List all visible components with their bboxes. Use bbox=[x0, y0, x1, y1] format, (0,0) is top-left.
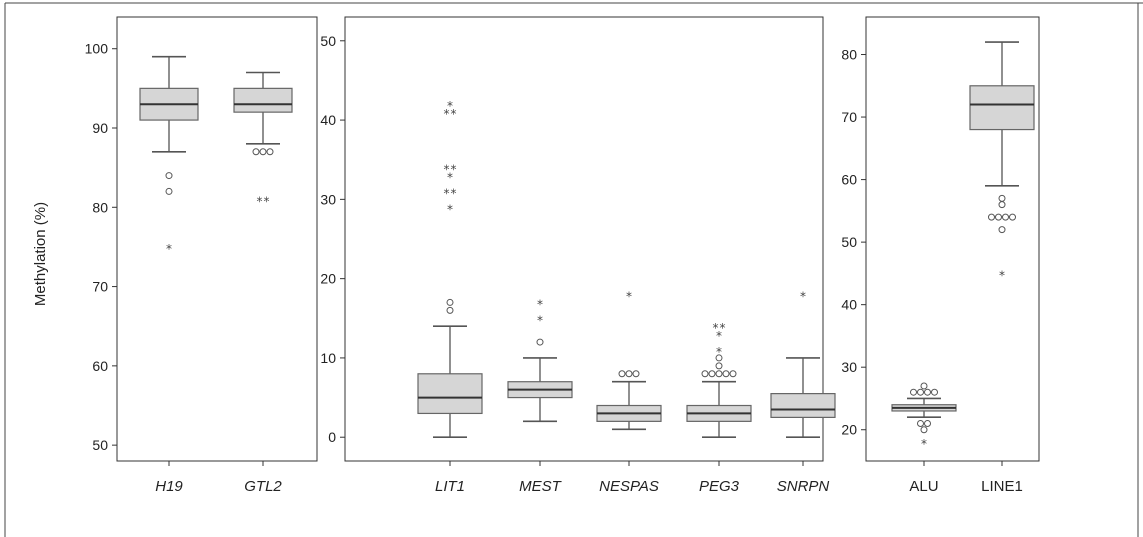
box-iqr bbox=[417, 373, 483, 415]
outlier-star: * bbox=[720, 321, 726, 335]
y-axis-label: Methylation (%) bbox=[32, 202, 49, 306]
outlier-star: * bbox=[444, 107, 450, 121]
y-tick-label: 80 bbox=[841, 47, 857, 63]
outlier-circle bbox=[924, 419, 931, 427]
box-iqr bbox=[770, 393, 836, 418]
outlier-star: * bbox=[451, 186, 457, 200]
outlier-circle bbox=[715, 370, 723, 378]
outlier-circle bbox=[920, 382, 928, 390]
category-label: LINE1 bbox=[981, 478, 1023, 495]
outlier-circle bbox=[259, 148, 267, 156]
outlier-circle bbox=[729, 370, 737, 378]
y-tick-label: 60 bbox=[92, 358, 108, 374]
category-label: ALU bbox=[909, 478, 938, 495]
y-tick-label: 10 bbox=[320, 350, 336, 366]
outlier-circle bbox=[701, 370, 709, 378]
y-tick-label: 20 bbox=[841, 422, 857, 438]
plot-frame bbox=[865, 16, 1040, 462]
outlier-star: * bbox=[447, 171, 453, 185]
outlier-star: * bbox=[537, 297, 543, 311]
plot-frame bbox=[344, 16, 824, 462]
outlier-star: * bbox=[626, 290, 632, 304]
outlier-circle bbox=[1009, 213, 1016, 221]
y-tick-label: 30 bbox=[320, 191, 336, 207]
y-tick-label: 90 bbox=[92, 120, 108, 136]
outlier-star: * bbox=[921, 437, 927, 451]
outlier-circle bbox=[625, 370, 633, 378]
outlier-star: * bbox=[447, 99, 453, 113]
outlier-circle bbox=[998, 194, 1006, 202]
y-tick-label: 50 bbox=[841, 234, 857, 250]
category-label: H19 bbox=[155, 478, 183, 495]
outlier-circle bbox=[917, 388, 924, 396]
outlier-circle bbox=[910, 388, 917, 396]
outlier-star: * bbox=[713, 321, 719, 335]
y-tick-label: 30 bbox=[841, 359, 857, 375]
outlier-circle bbox=[998, 201, 1006, 209]
outlier-star: * bbox=[444, 163, 450, 177]
category-label: GTL2 bbox=[244, 478, 282, 495]
outlier-star: * bbox=[537, 313, 543, 327]
category-label: NESPAS bbox=[599, 478, 659, 495]
y-tick-label: 70 bbox=[841, 109, 857, 125]
outlier-circle bbox=[998, 226, 1006, 234]
outlier-circle bbox=[165, 172, 173, 180]
y-tick-label: 0 bbox=[328, 429, 336, 445]
y-tick-label: 40 bbox=[841, 297, 857, 313]
outlier-star: * bbox=[716, 329, 722, 343]
outlier-circle bbox=[446, 298, 454, 306]
outlier-circle bbox=[995, 213, 1002, 221]
outlier-star: * bbox=[800, 290, 806, 304]
outlier-star: * bbox=[716, 345, 722, 359]
outlier-circle bbox=[988, 213, 995, 221]
outlier-circle bbox=[924, 388, 931, 396]
outlier-circle bbox=[632, 370, 640, 378]
outlier-circle bbox=[446, 306, 454, 314]
y-tick-label: 50 bbox=[320, 33, 336, 49]
y-tick-label: 100 bbox=[85, 41, 109, 57]
box-iqr bbox=[969, 85, 1035, 131]
category-label: LIT1 bbox=[435, 478, 465, 495]
y-tick-label: 70 bbox=[92, 279, 108, 295]
outlier-star: * bbox=[264, 194, 270, 208]
outlier-star: * bbox=[257, 194, 263, 208]
y-tick-label: 50 bbox=[92, 437, 108, 453]
outlier-star: * bbox=[444, 186, 450, 200]
outlier-circle bbox=[1002, 213, 1009, 221]
outlier-circle bbox=[536, 338, 544, 346]
outlier-star: * bbox=[999, 268, 1005, 282]
outlier-circle bbox=[715, 362, 723, 370]
outlier-star: * bbox=[451, 163, 457, 177]
y-tick-label: 40 bbox=[320, 112, 336, 128]
outlier-circle bbox=[165, 187, 173, 195]
category-label: MEST bbox=[519, 478, 563, 495]
category-label: SNRPN bbox=[777, 478, 830, 495]
outlier-circle bbox=[252, 148, 260, 156]
panel-repeats: 20 30 40 50 60 70 80 ALU * LINE1 * bbox=[841, 16, 1040, 495]
outlier-circle bbox=[722, 370, 730, 378]
outlier-star: * bbox=[447, 202, 453, 216]
y-tick-label: 60 bbox=[841, 172, 857, 188]
outlier-circle bbox=[931, 388, 938, 396]
outlier-circle bbox=[715, 354, 723, 362]
category-label: PEG3 bbox=[699, 478, 740, 495]
outlier-circle bbox=[920, 426, 928, 434]
y-tick-label: 80 bbox=[92, 199, 108, 215]
outlier-circle bbox=[266, 148, 274, 156]
plot-frame bbox=[116, 16, 318, 462]
outlier-circle bbox=[917, 419, 924, 427]
outlier-circle bbox=[708, 370, 716, 378]
y-tick-label: 20 bbox=[320, 271, 336, 287]
outlier-star: * bbox=[166, 242, 172, 256]
box-iqr bbox=[233, 87, 293, 113]
outlier-circle bbox=[618, 370, 626, 378]
outlier-star: * bbox=[451, 107, 457, 121]
